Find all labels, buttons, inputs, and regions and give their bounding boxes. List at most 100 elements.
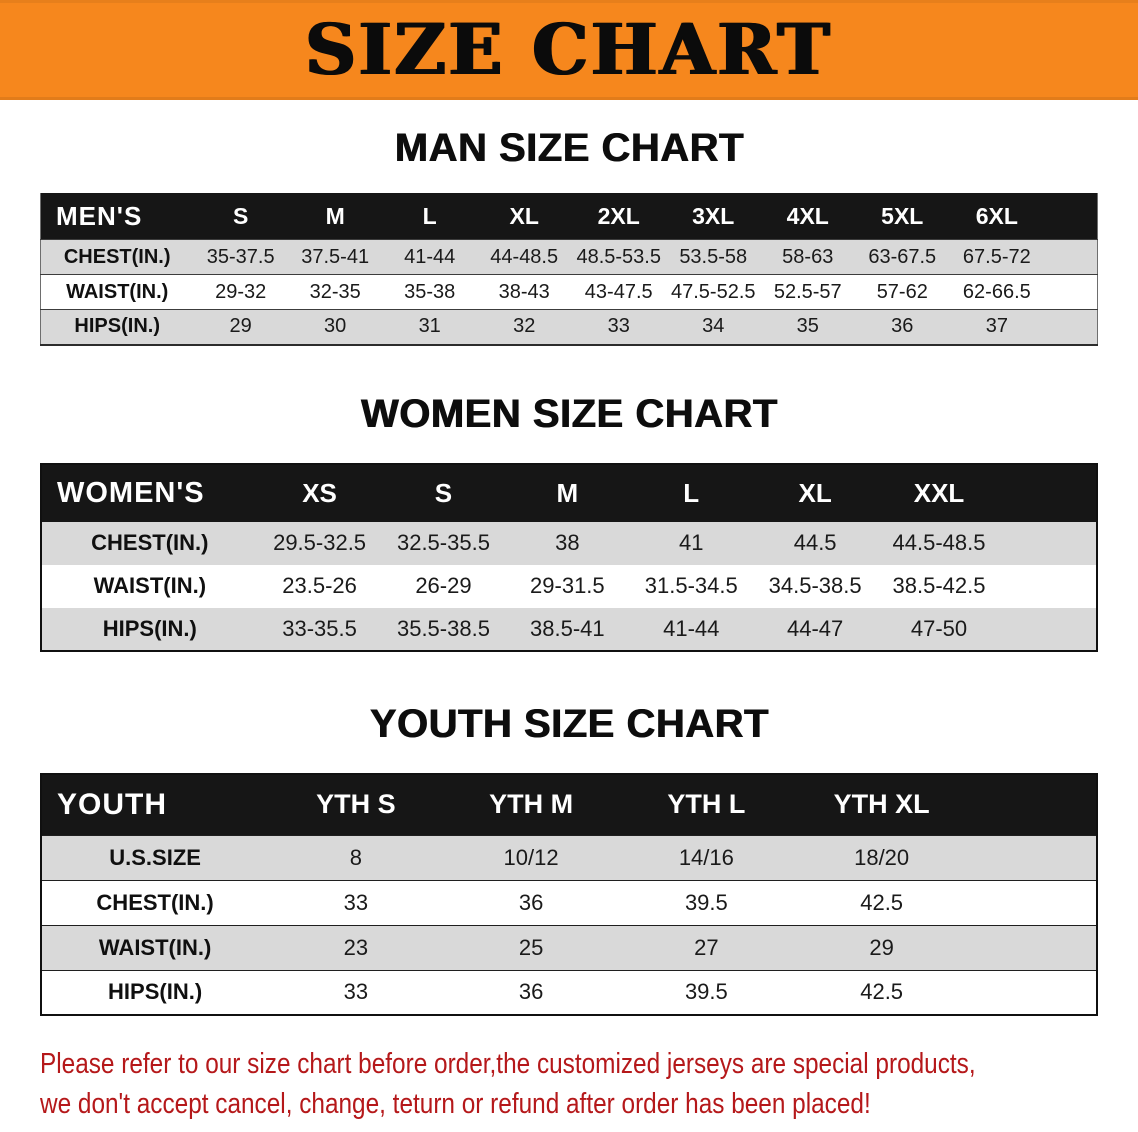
size-value: 44-48.5 [490, 245, 559, 268]
size-value: 36 [518, 889, 544, 915]
youth-section-title: YOUTH SIZE CHART [369, 701, 769, 746]
size-value: 29-31.5 [530, 573, 605, 598]
spacer-cell [969, 925, 1097, 970]
women-section-title: WOMEN SIZE CHART [360, 391, 778, 436]
size-value: 63-67.5 [868, 245, 937, 268]
size-value: 35.5-38.5 [396, 615, 490, 641]
row-label: CHEST(IN.) [63, 245, 171, 268]
row-label: WAIST(IN.) [93, 573, 207, 598]
size-value: 38.5-41 [530, 615, 605, 641]
size-column-header: XL [753, 463, 878, 522]
size-column-header: M [287, 193, 383, 240]
size-value: 14/16 [678, 844, 734, 870]
size-value: 41-44 [663, 615, 720, 641]
size-value: 30 [324, 315, 347, 338]
youth-size-table: YOUTH YTH S YTH M YTH L YTH XL U.S.SIZE 8 10/12… [40, 772, 1098, 1016]
size-column-header: 2XL [571, 193, 666, 240]
size-value: 67.5-72 [962, 245, 1031, 268]
spacer-cell [1001, 522, 1097, 565]
size-column-header: YTH L [618, 773, 794, 835]
size-column-header: S [381, 463, 506, 522]
size-value: 10/12 [503, 844, 559, 870]
size-value: 37 [985, 315, 1008, 338]
row-label: U.S.SIZE [109, 844, 201, 870]
size-column-header: 5XL [855, 193, 950, 240]
table-header-row: WOMEN'S XS S M L XL XXL [41, 463, 1097, 522]
size-value: 48.5-53.5 [576, 245, 661, 268]
size-value: 26-29 [415, 573, 472, 598]
size-value: 8 [349, 844, 362, 870]
spacer-cell [1044, 193, 1098, 240]
size-value: 23.5-26 [282, 573, 357, 598]
size-value: 38.5-42.5 [892, 573, 986, 598]
row-label: HIPS(IN.) [74, 315, 160, 338]
size-value: 34 [702, 315, 725, 338]
table-row: HIPS(IN.) 33-35.5 35.5-38.5 38.5-41 41-44 44-… [41, 607, 1097, 651]
table-corner-label: WOMEN'S [41, 463, 258, 522]
spacer-cell [1000, 463, 1097, 522]
table-header-row: MEN'S S M L XL 2XL 3XL 4XL 5XL 6XL [40, 193, 1098, 240]
size-value: 44.5-48.5 [892, 530, 986, 555]
size-column-header: S [193, 193, 288, 240]
row-label: CHEST(IN.) [96, 889, 214, 915]
table-row: WAIST(IN.) 23.5-26 26-29 29-31.5 31.5-34.5 34… [41, 564, 1097, 608]
women-size-table: WOMEN'S XS S M L XL XXL CHEST(IN.) 29.5-32.5 32.5… [40, 462, 1098, 652]
size-value: 57-62 [876, 280, 928, 303]
size-column-header: M [505, 463, 630, 522]
size-value: 47-50 [910, 615, 968, 641]
disclaimer-note: Please refer to our size chart before or… [40, 1044, 1098, 1124]
size-value: 62-66.5 [962, 280, 1031, 303]
size-column-header: XS [257, 463, 382, 522]
size-value: 32-35 [309, 280, 361, 303]
size-table: MEN'S S M L XL 2XL 3XL 4XL 5XL 6XL CHEST(IN.) 35-37… [40, 193, 1098, 346]
table-row: CHEST(IN.) 33 36 39.5 42.5 [41, 880, 1097, 925]
spacer-cell [1044, 275, 1097, 310]
table-corner-label: MEN'S [40, 193, 194, 240]
row-label: HIPS(IN.) [108, 979, 203, 1005]
size-value: 43-47.5 [584, 280, 653, 303]
size-value: 29.5-32.5 [273, 530, 367, 555]
size-value: 33 [607, 315, 630, 338]
size-value: 33-35.5 [282, 615, 357, 641]
size-value: 27 [694, 934, 719, 960]
size-column-header: XL [476, 193, 572, 240]
size-value: 23 [343, 934, 369, 960]
size-value: 34.5-38.5 [768, 573, 862, 598]
row-label: WAIST(IN.) [66, 280, 169, 303]
size-column-header: 4XL [760, 193, 856, 240]
size-value: 47.5-52.5 [670, 280, 756, 303]
size-value: 25 [518, 934, 544, 960]
size-value: 35 [796, 315, 819, 338]
size-value: 41-44 [404, 245, 456, 268]
size-value: 32.5-35.5 [396, 530, 490, 555]
size-value: 36 [518, 979, 544, 1005]
size-value: 42.5 [860, 979, 904, 1005]
spacer-cell [969, 835, 1097, 880]
size-column-header: YTH S [268, 773, 444, 835]
size-value: 41 [679, 530, 704, 555]
spacer-cell [969, 880, 1097, 925]
size-value: 18/20 [854, 844, 910, 870]
size-column-header: L [629, 463, 754, 522]
size-value: 52.5-57 [773, 280, 842, 303]
size-table: WOMEN'S XS S M L XL XXL CHEST(IN.) 29.5-32.5 32.5… [40, 462, 1098, 652]
size-value: 38-43 [498, 280, 550, 303]
size-value: 29 [869, 934, 894, 960]
table-row: HIPS(IN.) 33 36 39.5 42.5 [41, 970, 1097, 1015]
disclaimer-line-1: Please refer to our size chart before or… [40, 1048, 976, 1080]
row-label: CHEST(IN.) [91, 530, 209, 555]
size-value: 31.5-34.5 [644, 573, 738, 598]
table-row: WAIST(IN.) 23 25 27 29 [41, 925, 1097, 970]
table-row: U.S.SIZE 8 10/12 14/16 18/20 [41, 835, 1097, 880]
size-value: 42.5 [860, 889, 904, 915]
row-label: HIPS(IN.) [102, 615, 197, 641]
men-section-title: MAN SIZE CHART [394, 126, 744, 170]
spacer-cell [969, 773, 1097, 835]
size-column-header: L [382, 193, 477, 240]
size-value: 58-63 [782, 245, 834, 268]
banner: SIZE CHART [0, 0, 1138, 100]
spacer-cell [1001, 565, 1097, 608]
size-value: 39.5 [684, 979, 728, 1005]
size-value: 36 [891, 315, 914, 338]
size-value: 31 [418, 315, 441, 338]
